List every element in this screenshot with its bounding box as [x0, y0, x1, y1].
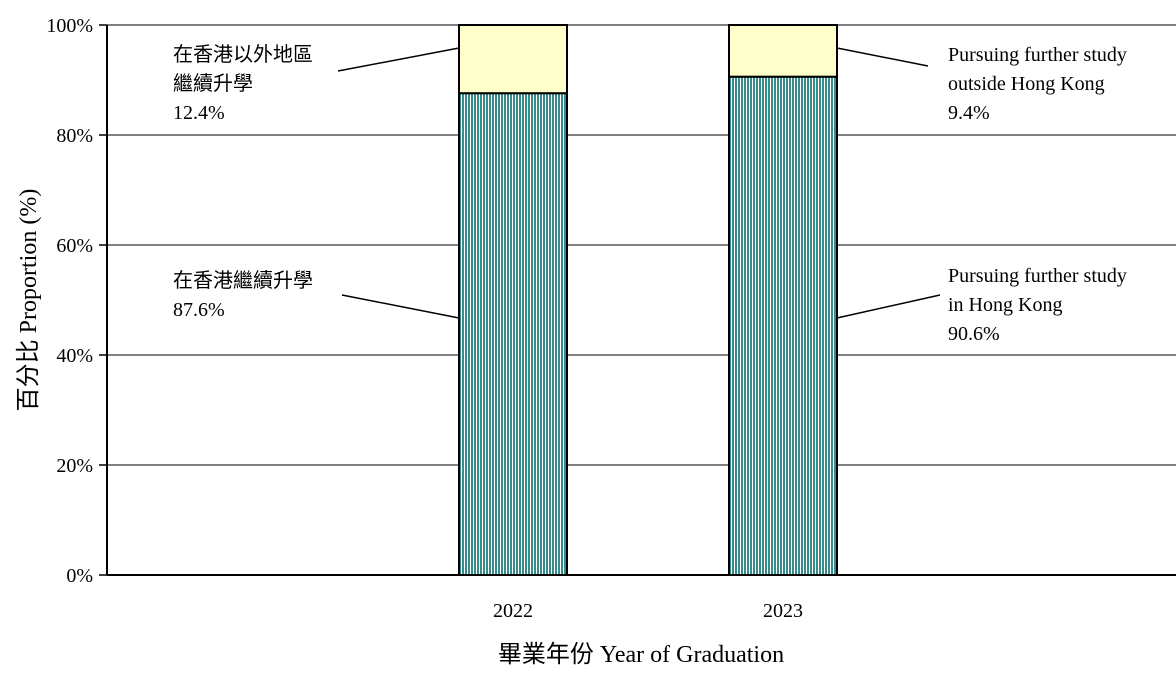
gridlines [99, 24, 1176, 576]
annotation-text: 在香港以外地區 [173, 43, 313, 66]
bar-segment [458, 24, 568, 95]
annotation-leader-line [337, 47, 460, 72]
annotation-leader-line [836, 294, 941, 319]
axes [106, 25, 1176, 576]
y-tick-label: 20% [56, 455, 93, 477]
bars [458, 24, 838, 576]
annotation-text: 9.4% [948, 102, 990, 124]
bar-segment [458, 92, 568, 576]
y-tick-label: 60% [56, 235, 93, 257]
y-tick-label: 100% [46, 15, 93, 37]
x-tick-label: 2022 [493, 600, 533, 622]
y-tick-label: 40% [56, 345, 93, 367]
annotation-text: Pursuing further study [948, 44, 1127, 66]
annotation-text: 繼續升學 [173, 72, 253, 95]
annotation-text: Pursuing further study [948, 265, 1127, 287]
annotation-text: outside Hong Kong [948, 73, 1105, 95]
y-tick-label: 0% [66, 565, 93, 587]
y-axis-title: 百分比 Proportion (%) [15, 189, 42, 412]
annotation-text: 12.4% [173, 102, 225, 124]
annotation-text: in Hong Kong [948, 294, 1062, 316]
annotation-text: 90.6% [948, 323, 1000, 345]
x-tick-label: 2023 [763, 600, 803, 622]
annotation-text: 在香港繼續升學 [173, 269, 313, 292]
annotation-leader-line [341, 294, 460, 319]
annotation-text: 87.6% [173, 299, 225, 321]
x-axis-title: 畢業年份 Year of Graduation [498, 641, 784, 668]
x-tick-labels: 2022 2023 [493, 600, 803, 622]
y-tick-labels: 0% 20% 40% 60% 80% 100% [46, 15, 93, 587]
y-tick-label: 80% [56, 125, 93, 147]
bar-segment [728, 24, 838, 78]
annotation-leader-line [836, 47, 929, 67]
bar-segment [728, 75, 838, 576]
